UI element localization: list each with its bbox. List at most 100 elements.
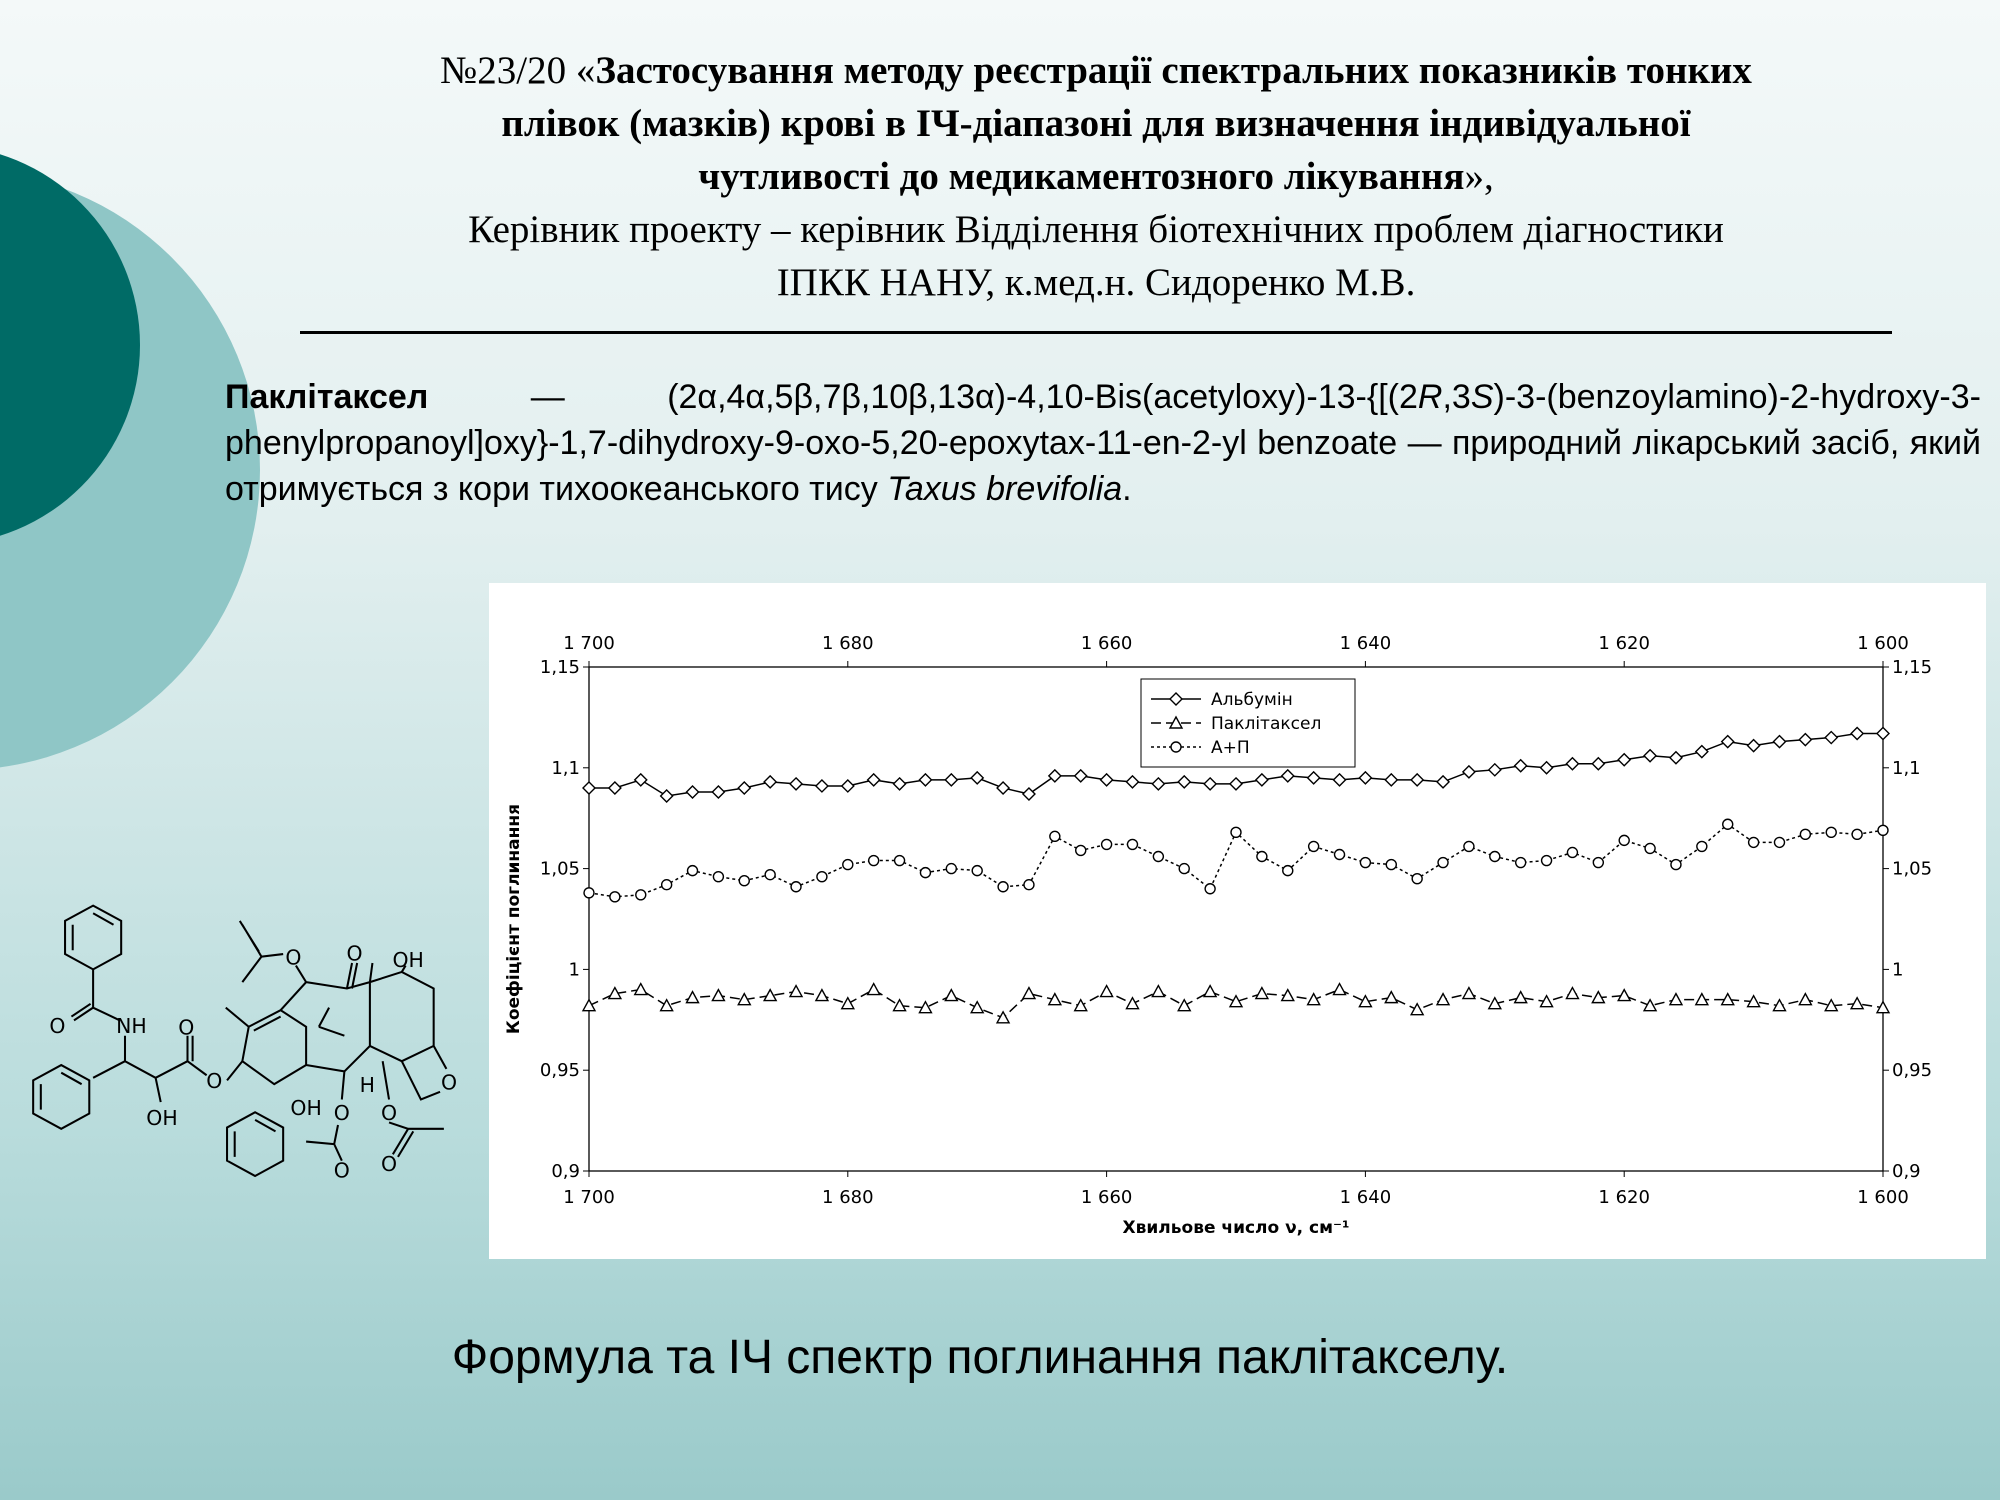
- marker: [995, 1010, 1011, 1024]
- marker: [1487, 996, 1502, 1010]
- marker: [1694, 992, 1710, 1006]
- marker: [1177, 774, 1192, 789]
- marker: [970, 1000, 985, 1014]
- y-tick-label: 1,15: [540, 657, 580, 678]
- marker: [944, 988, 959, 1002]
- marker: [1099, 772, 1114, 787]
- legend-marker: [1170, 741, 1182, 753]
- marker: [1151, 776, 1166, 791]
- marker: [582, 780, 596, 795]
- atom-label: O: [381, 1101, 397, 1125]
- marker: [1514, 856, 1527, 869]
- legend-label: Паклітаксел: [1211, 714, 1321, 734]
- text: .: [1122, 470, 1132, 508]
- marker: [1306, 770, 1321, 785]
- marker: [1280, 768, 1295, 783]
- marker: [1722, 818, 1734, 830]
- text: ,3: [1442, 378, 1471, 416]
- caption: Формула та ІЧ спектр поглинання паклітак…: [451, 1331, 1509, 1384]
- title-line: плівок (мазків) крові в ІЧ-діапазоні для…: [300, 97, 1892, 150]
- y2-tick-label: 0,9: [1892, 1161, 1921, 1182]
- marker: [1047, 992, 1063, 1006]
- atom-label: OH: [146, 1106, 177, 1130]
- text: R: [1417, 378, 1443, 416]
- marker: [1126, 838, 1139, 851]
- marker: [1850, 726, 1865, 741]
- marker: [660, 879, 673, 891]
- marker: [1591, 990, 1606, 1004]
- marker: [1256, 850, 1268, 863]
- marker: [1592, 856, 1605, 869]
- marker: [1280, 988, 1295, 1002]
- text: (2α,4α,5β,7β,10β,13α)-4,10-Bis(acetyloxy…: [667, 378, 1418, 416]
- marker: [1772, 734, 1787, 749]
- chart: 0,9 0,9 0,95 0,95 1 1 1,05 1,05 1,1 1,1 1,15 1,15 1 …: [504, 633, 1932, 1238]
- marker: [1798, 732, 1813, 747]
- marker: [1720, 734, 1735, 749]
- marker: [814, 988, 830, 1002]
- marker: [633, 772, 648, 787]
- marker: [1435, 992, 1451, 1006]
- y2-tick-label: 1: [1892, 959, 1903, 980]
- supervisor-line: ІПКК НАНУ, к.мед.н. Сидоренко М.В.: [776, 261, 1416, 304]
- marker: [1307, 840, 1320, 853]
- atom-label: O: [49, 1014, 65, 1038]
- marker: [1204, 883, 1216, 895]
- atom-label: O: [334, 1101, 350, 1125]
- atom-label: NH: [116, 1014, 147, 1038]
- marker: [945, 862, 958, 875]
- title-line: №23/20 «Застосування методу реєстрації с…: [300, 44, 1892, 97]
- marker: [866, 982, 881, 996]
- marker: [1410, 772, 1425, 787]
- title-line: чутливості до медикаментозного лікування…: [300, 150, 1892, 203]
- y-tick-label: 1: [569, 959, 580, 980]
- decor-circle: [0, 154, 140, 536]
- marker: [1436, 774, 1451, 789]
- marker: [1333, 848, 1346, 861]
- marker: [659, 789, 674, 804]
- structure: O NH OH O O O O OH OH H O O O O O: [32, 904, 457, 1182]
- y-tick-label: 0,9: [551, 1161, 580, 1182]
- species: Taxus brevifolia: [887, 470, 1123, 508]
- plot-frame: [588, 666, 1884, 1172]
- marker: [816, 870, 828, 883]
- marker: [712, 870, 725, 883]
- atom-label: OH: [290, 1096, 321, 1120]
- marker: [1461, 986, 1477, 1000]
- marker: [685, 785, 700, 799]
- legend-marker: [1168, 715, 1184, 729]
- marker: [1746, 994, 1761, 1008]
- marker: [1877, 824, 1889, 836]
- y-tick-label: 1,1: [551, 758, 580, 779]
- marker: [970, 770, 985, 785]
- marker: [607, 780, 622, 795]
- marker: [790, 881, 802, 893]
- marker: [1825, 826, 1837, 839]
- marker: [1849, 996, 1865, 1010]
- marker: [840, 778, 855, 793]
- marker: [1385, 858, 1397, 871]
- marker: [1513, 758, 1528, 773]
- marker: [893, 854, 906, 867]
- marker: [1565, 756, 1580, 771]
- marker: [1254, 772, 1269, 787]
- marker: [1798, 992, 1813, 1006]
- marker: [1358, 994, 1373, 1008]
- marker: [1668, 992, 1684, 1006]
- marker: [1487, 762, 1502, 777]
- y-axis-label: Коефіцієнт поглинання: [504, 804, 524, 1034]
- marker: [788, 984, 804, 998]
- marker: [918, 1000, 933, 1014]
- marker: [867, 854, 880, 867]
- marker: [633, 982, 648, 996]
- marker: [1696, 840, 1708, 853]
- marker: [997, 881, 1009, 893]
- marker: [581, 998, 597, 1012]
- marker: [1875, 1000, 1891, 1014]
- y-tick-label: 1,05: [540, 859, 580, 880]
- x2-tick-label: 1 680: [822, 633, 874, 654]
- marker: [1358, 770, 1373, 785]
- marker: [1772, 998, 1787, 1012]
- marker: [892, 998, 907, 1012]
